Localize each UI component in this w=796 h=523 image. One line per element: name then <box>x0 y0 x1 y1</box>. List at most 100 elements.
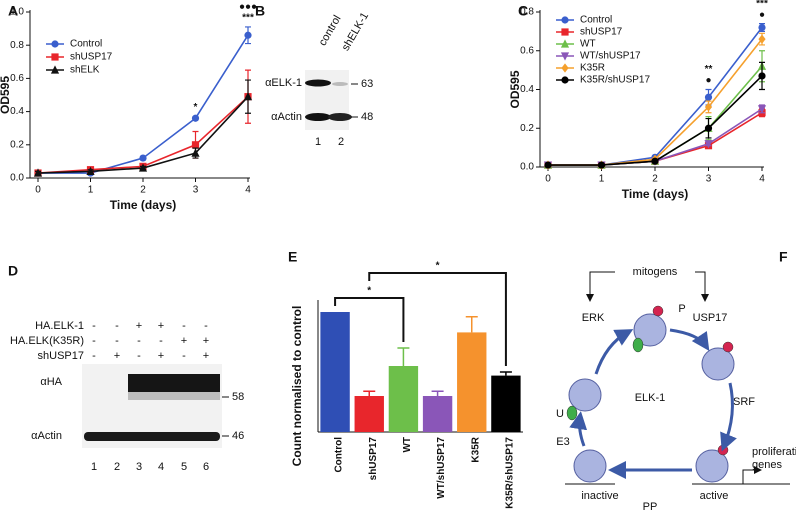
legend-label: WT <box>580 39 596 50</box>
x-tick-label: WT <box>402 437 413 453</box>
marker <box>704 140 713 149</box>
legend-label: shUSP17 <box>70 52 113 63</box>
x-tick-label: shUSP17 <box>368 437 379 481</box>
annotation: ●●● <box>239 2 257 13</box>
y-tick-label: 0.4 <box>520 84 534 95</box>
protein <box>695 449 729 483</box>
marker <box>758 23 766 32</box>
marker <box>50 65 60 74</box>
lane-number: 3 <box>136 461 142 473</box>
marker <box>243 92 253 101</box>
size-marker: 63 <box>361 78 373 90</box>
x-tick-label: 0 <box>35 185 41 196</box>
legend-label: shUSP17 <box>580 27 623 38</box>
blot-d: D αHA αActin 58 46 HA.ELK-1- - + + - -HA.ELK(… <box>8 263 244 473</box>
annotation: ● <box>759 9 765 20</box>
panel-label: B <box>255 3 265 19</box>
protein <box>701 347 735 381</box>
x-tick-label: 4 <box>245 185 251 196</box>
marker <box>561 63 569 73</box>
phospho <box>652 305 664 317</box>
x-tick-label: 3 <box>706 174 712 185</box>
panel-label: A <box>8 3 18 19</box>
annotation: * <box>194 102 198 113</box>
annotation: *** <box>756 0 768 9</box>
x-axis-label: Time (days) <box>622 187 688 201</box>
blot-b: B control shELK-1 αELK-1 αActin 63 48 1 … <box>255 3 373 148</box>
band <box>305 113 331 121</box>
y-axis-label: Count normalised to control <box>290 306 304 467</box>
significance-bracket <box>368 272 507 366</box>
lane-number: 2 <box>114 461 120 473</box>
panel-label: D <box>8 263 18 279</box>
band <box>128 374 220 392</box>
sign: - <box>182 320 186 332</box>
row-label: αHA <box>40 376 62 388</box>
label: ERK <box>582 312 605 324</box>
marker <box>560 39 570 48</box>
phospho <box>717 444 729 456</box>
blot-background <box>305 70 349 130</box>
lane-number: 1 <box>315 136 321 148</box>
sign: + <box>203 335 209 347</box>
marker <box>544 161 552 169</box>
y-axis-label: OD595 <box>0 76 12 114</box>
sign: - <box>159 335 163 347</box>
arrow <box>594 329 634 375</box>
y-axis-label: OD595 <box>508 70 522 108</box>
y-tick-label: 0.8 <box>520 7 534 18</box>
sign: + <box>158 320 164 332</box>
legend-label: shELK <box>70 65 100 76</box>
marker <box>86 166 95 175</box>
series-line <box>548 75 763 166</box>
arrow <box>720 382 737 452</box>
sign: - <box>115 320 119 332</box>
sign: + <box>136 320 142 332</box>
sign: - <box>137 335 141 347</box>
diagram-f: F mitogens ERK USP17 SRF ELK-1 E3 U P PP… <box>556 249 796 513</box>
row-label: αActin <box>31 430 62 442</box>
marker <box>757 105 767 114</box>
marker <box>51 53 59 61</box>
legend-label: WT/shUSP17 <box>580 51 641 62</box>
ubiquitin <box>566 405 578 421</box>
significance-label: * <box>436 261 440 272</box>
significance-label: * <box>367 286 371 297</box>
marker <box>561 16 569 24</box>
band <box>305 79 331 87</box>
sign: - <box>137 350 141 362</box>
marker <box>704 124 713 132</box>
error-bar <box>465 316 478 333</box>
sign: - <box>92 350 96 362</box>
legend-label: Control <box>70 39 102 50</box>
legend-label: Control <box>580 15 612 26</box>
marker <box>51 40 59 48</box>
marker <box>597 161 606 169</box>
marker <box>758 34 766 44</box>
x-tick-label: 3 <box>193 185 199 196</box>
phospho <box>722 341 734 353</box>
bar <box>422 396 453 432</box>
annotation: *** <box>242 13 254 24</box>
bar <box>457 332 487 432</box>
bar <box>320 312 350 432</box>
x-tick-label: 2 <box>140 185 146 196</box>
sign: + <box>158 350 164 362</box>
lane-number: 6 <box>203 461 209 473</box>
error-bar <box>397 347 410 366</box>
marker <box>191 141 200 149</box>
marker <box>561 28 569 36</box>
label: inactive <box>581 490 618 502</box>
protein <box>568 378 602 412</box>
panel-label: C <box>518 3 528 19</box>
sign: - <box>92 320 96 332</box>
label: genes <box>752 459 782 471</box>
sign: + <box>203 350 209 362</box>
y-tick-label: 0.4 <box>10 106 24 117</box>
condition-label: HA.ELK(K35R) <box>10 335 84 347</box>
label: U <box>556 408 564 420</box>
label: USP17 <box>693 312 728 324</box>
bar <box>354 396 384 432</box>
x-tick-label: 1 <box>88 185 94 196</box>
